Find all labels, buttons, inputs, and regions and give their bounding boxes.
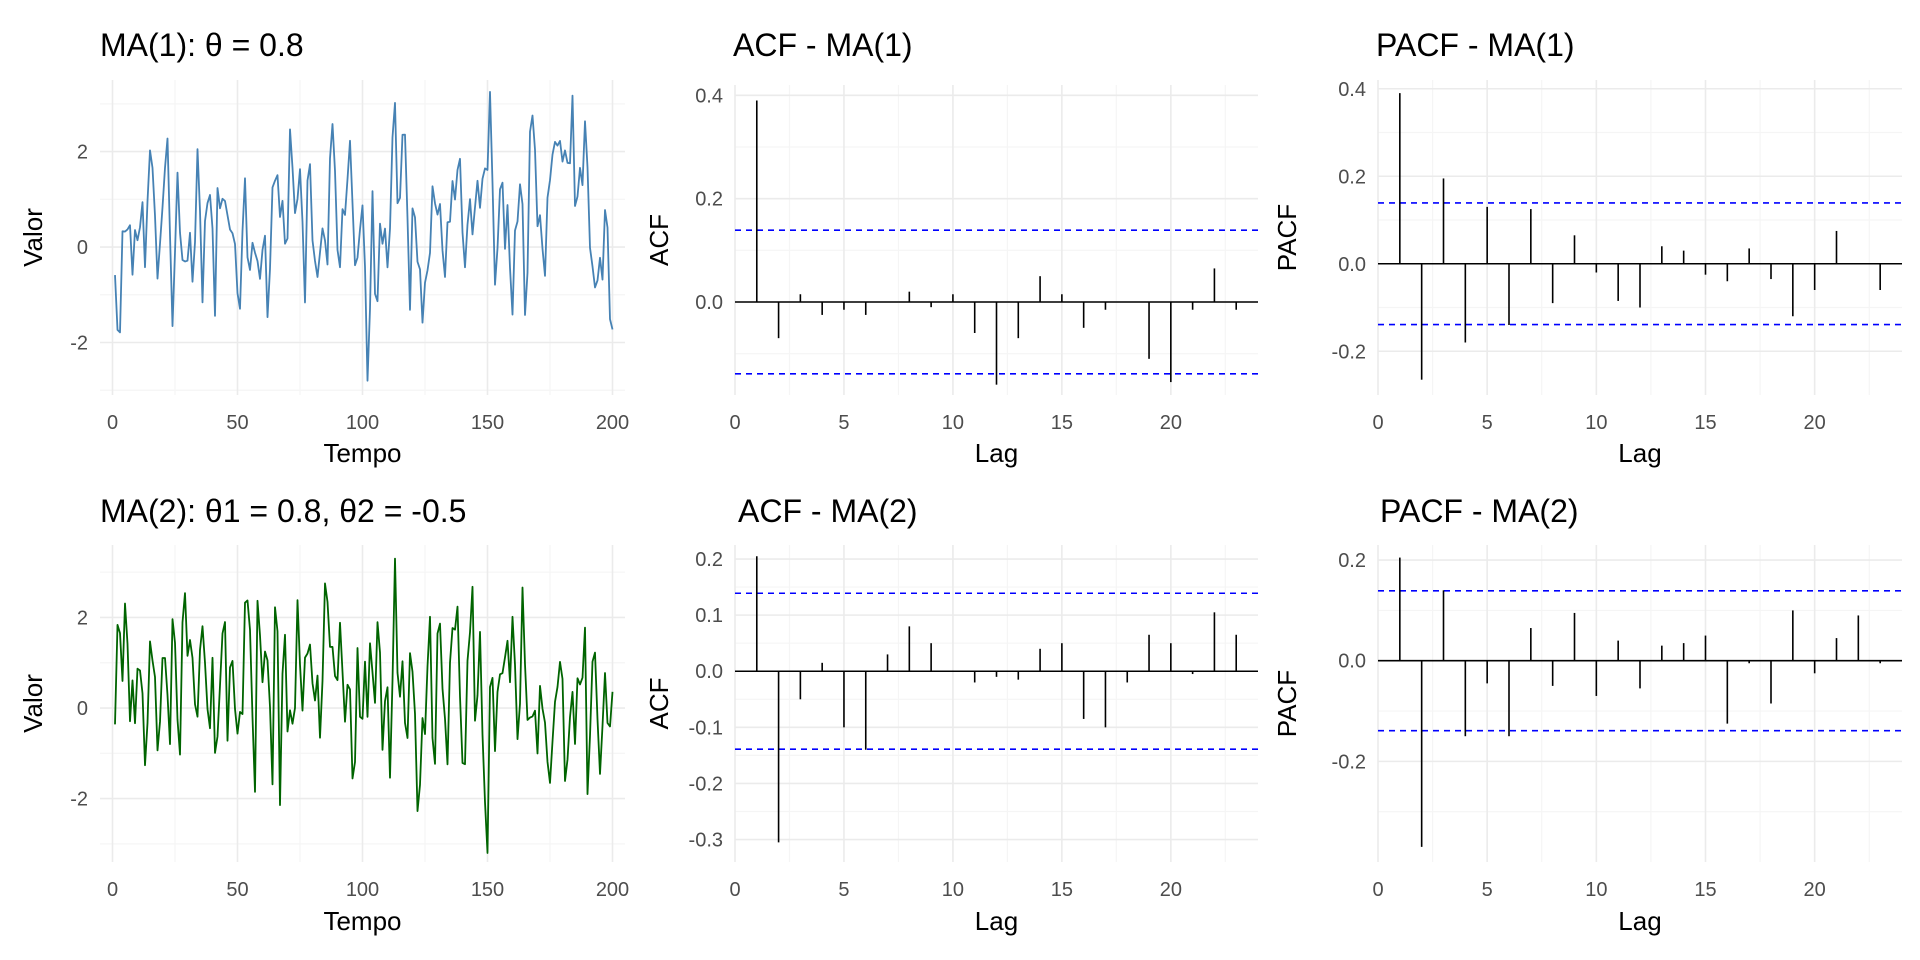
panel-pacf1: 0 5 10 15 20 -0.2 0.0 0.2 0.4 PACF - MA(1) Lag PACF <box>1272 27 1902 468</box>
y-tick-label: -2 <box>70 789 88 811</box>
x-tick-label: 15 <box>1051 412 1073 434</box>
y-tick-label: -0.2 <box>1332 341 1366 363</box>
y-tick-label: 2 <box>77 607 88 629</box>
panel-acf2: 0 5 10 15 20 -0.3 -0.2 -0.1 0.0 0.1 0.2 ACF - MA(2)… <box>644 493 1258 936</box>
x-tick-label: 5 <box>838 412 849 434</box>
x-tick-label: 200 <box>596 412 629 434</box>
x-tick-label: 50 <box>226 412 248 434</box>
series-line <box>114 91 614 382</box>
y-tick-label: 0.0 <box>1338 651 1366 673</box>
y-tick-label: -0.2 <box>1332 751 1366 773</box>
x-tick-label: 10 <box>1585 879 1607 901</box>
x-tick-label: 20 <box>1804 412 1826 434</box>
series-line <box>114 557 614 854</box>
x-tick-label: 5 <box>1482 879 1493 901</box>
x-axis-title: Lag <box>1618 906 1661 936</box>
x-tick-label: 5 <box>1482 412 1493 434</box>
y-tick-label: 0.0 <box>1338 254 1366 276</box>
x-tick-label: 50 <box>226 879 248 901</box>
x-tick-label: 10 <box>1585 412 1607 434</box>
chart-title: MA(2): θ1 = 0.8, θ2 = -0.5 <box>100 493 466 529</box>
x-tick-label: 150 <box>471 879 504 901</box>
y-tick-label: 0.4 <box>695 85 723 107</box>
x-axis-title: Tempo <box>323 906 401 936</box>
y-tick-label: -0.2 <box>689 773 723 795</box>
y-tick-label: 0.0 <box>695 292 723 314</box>
x-axis-title: Lag <box>975 906 1018 936</box>
panel-acf1: 0 5 10 15 20 0.0 0.2 0.4 ACF - MA(1) Lag ACF <box>644 27 1258 468</box>
x-tick-label: 0 <box>1372 412 1383 434</box>
y-tick-label: 0.0 <box>695 661 723 683</box>
y-axis-title: PACF <box>1272 204 1302 271</box>
x-tick-label: 15 <box>1694 412 1716 434</box>
x-tick-label: 100 <box>346 412 379 434</box>
y-axis-title: Valor <box>18 208 48 267</box>
x-tick-label: 20 <box>1160 879 1182 901</box>
y-tick-label: -0.1 <box>689 717 723 739</box>
x-tick-label: 150 <box>471 412 504 434</box>
y-tick-label: 0 <box>77 698 88 720</box>
y-axis-title: ACF <box>644 678 674 730</box>
chart-title: PACF - MA(2) <box>1380 493 1579 529</box>
x-tick-label: 5 <box>838 879 849 901</box>
x-tick-label: 200 <box>596 879 629 901</box>
x-tick-label: 0 <box>107 412 118 434</box>
y-tick-label: -0.3 <box>689 830 723 852</box>
x-tick-label: 0 <box>107 879 118 901</box>
chart-title: ACF - MA(1) <box>733 27 913 63</box>
chart-title: ACF - MA(2) <box>738 493 918 529</box>
x-tick-label: 20 <box>1804 879 1826 901</box>
x-tick-label: 15 <box>1051 879 1073 901</box>
chart-title: PACF - MA(1) <box>1376 27 1575 63</box>
x-tick-label: 0 <box>729 879 740 901</box>
y-axis-title: PACF <box>1272 670 1302 737</box>
x-tick-label: 0 <box>729 412 740 434</box>
x-axis-title: Lag <box>1618 438 1661 468</box>
x-tick-label: 10 <box>942 412 964 434</box>
y-tick-label: 0.2 <box>1338 166 1366 188</box>
y-tick-label: 0.4 <box>1338 79 1366 101</box>
x-axis-title: Tempo <box>323 438 401 468</box>
chart-title: MA(1): θ = 0.8 <box>100 27 304 63</box>
y-tick-label: 0.2 <box>1338 550 1366 572</box>
y-axis-title: ACF <box>644 214 674 266</box>
panel-pacf2: 0 5 10 15 20 -0.2 0.0 0.2 PACF - MA(2) Lag PACF <box>1272 493 1902 936</box>
x-axis-title: Lag <box>975 438 1018 468</box>
x-tick-label: 100 <box>346 879 379 901</box>
panel-ts2: 0 50 100 150 200 -2 0 2 MA(2): θ1 = 0.8, θ2 = -0… <box>18 493 629 936</box>
y-tick-label: 0.2 <box>695 189 723 211</box>
x-tick-label: 10 <box>942 879 964 901</box>
y-tick-label: -2 <box>70 333 88 355</box>
y-tick-label: 0.1 <box>695 605 723 627</box>
y-tick-label: 2 <box>77 142 88 164</box>
y-axis-title: Valor <box>18 674 48 733</box>
x-tick-label: 15 <box>1694 879 1716 901</box>
y-tick-label: 0.2 <box>695 549 723 571</box>
panel-ts1: 0 50 100 150 200 -2 0 2 MA(1): θ = 0.8 Tempo Valor <box>18 27 629 468</box>
y-tick-label: 0 <box>77 237 88 259</box>
x-tick-label: 20 <box>1160 412 1182 434</box>
x-tick-label: 0 <box>1372 879 1383 901</box>
